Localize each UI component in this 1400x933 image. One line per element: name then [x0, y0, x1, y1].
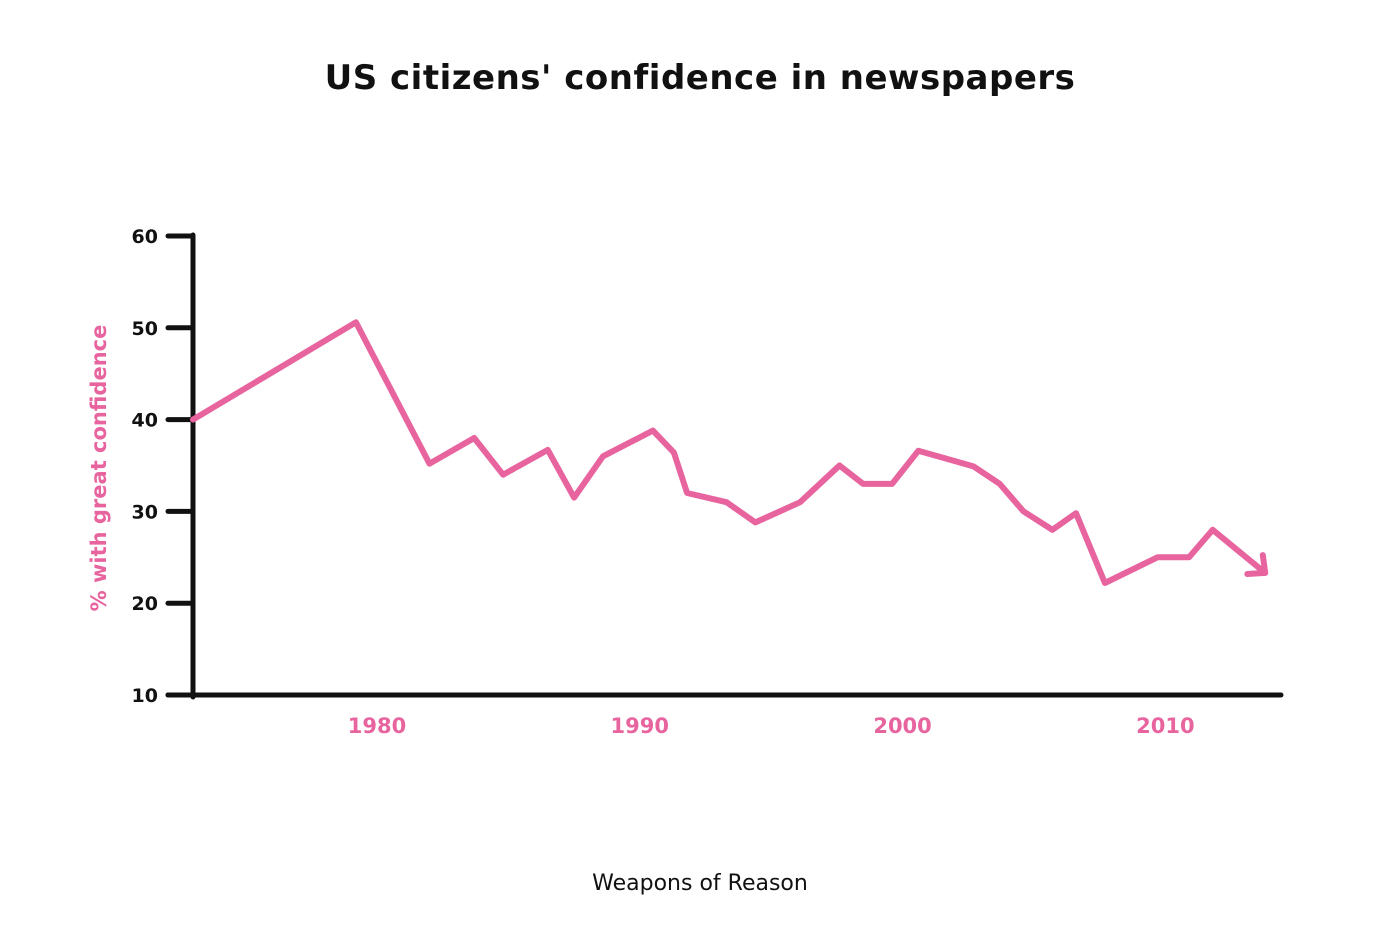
y-tick-label: 40: [132, 410, 158, 432]
x-tick-label: 1980: [348, 714, 406, 738]
series-end-arrow: [1244, 552, 1269, 577]
x-tick-label: 2010: [1136, 714, 1194, 738]
y-tick-label: 10: [132, 685, 158, 707]
y-tick-label: 20: [132, 593, 158, 615]
source-credit: Weapons of Reason: [592, 871, 808, 896]
series-line: [190, 319, 1269, 586]
x-axis-ticks: 1980 1990 2000 2010: [348, 714, 1195, 738]
y-axis-label: % with great confidence: [87, 325, 111, 612]
y-tick-label: 50: [132, 318, 158, 340]
chart-axes: [165, 232, 1284, 700]
series-group: [190, 319, 1269, 586]
chart-title: US citizens' confidence in newspapers: [324, 58, 1076, 98]
x-tick-label: 2000: [873, 714, 931, 738]
y-axis-ticks: 10 20 30 40 50 60: [132, 226, 196, 707]
y-tick-label: 30: [132, 501, 158, 523]
y-tick-label: 60: [132, 226, 158, 248]
x-tick-label: 1990: [611, 714, 669, 738]
